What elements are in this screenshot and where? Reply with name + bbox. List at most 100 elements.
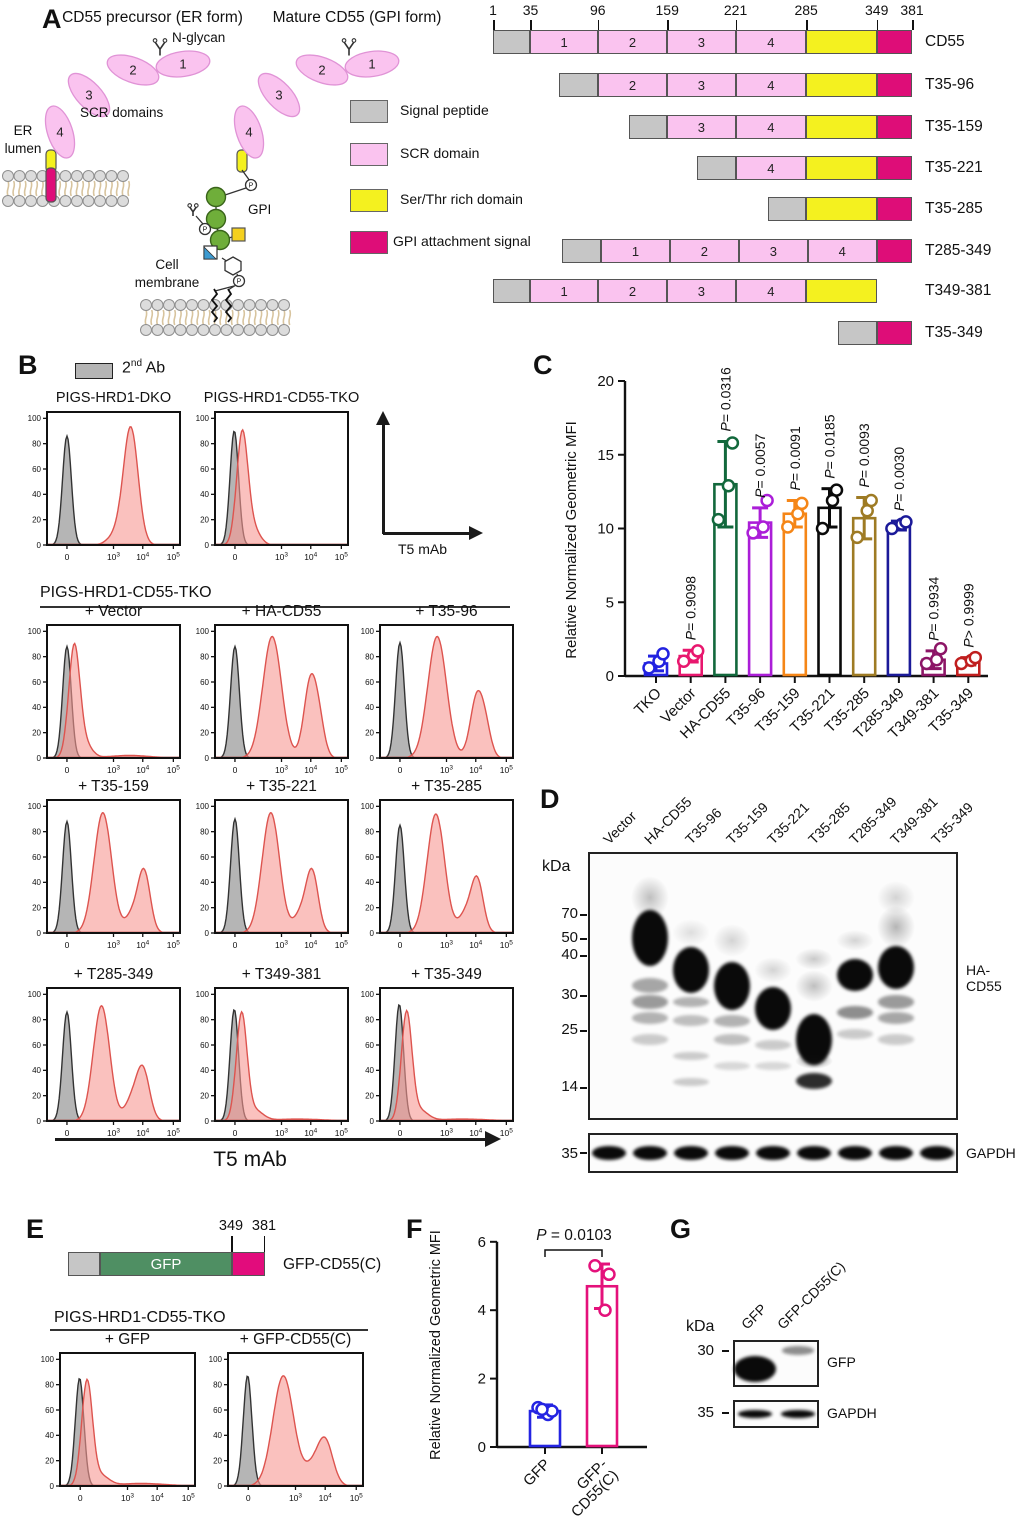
- blot-band: [714, 1146, 749, 1160]
- y-tick-label: 40: [45, 1431, 54, 1440]
- gray-control-curve: [60, 1377, 195, 1486]
- second-ab-label: 2nd Ab: [122, 358, 165, 377]
- y-tick-label: 100: [361, 802, 375, 811]
- y-axis-tick-label: 5: [606, 594, 614, 611]
- blot-band: [755, 1039, 791, 1051]
- construct-segment-scr: 4: [735, 156, 807, 180]
- x-tick-label: 105: [335, 765, 348, 776]
- gfp-construct-signal-peptide: [68, 1252, 100, 1276]
- blot-band: [672, 947, 709, 993]
- lipid-head-icon: [232, 299, 244, 311]
- blot-band: [631, 978, 668, 994]
- scr-number: 2: [318, 63, 325, 78]
- blot-band: [879, 1146, 914, 1160]
- x-tick-label: 103: [107, 765, 120, 776]
- y-tick-label: 40: [32, 878, 41, 887]
- construct-name: T35-221: [925, 159, 983, 176]
- y-axis-tick-label: 2: [478, 1371, 486, 1388]
- blot-band: [713, 1014, 750, 1027]
- cell-membrane-line1: Cell: [155, 257, 179, 272]
- blot-band: [632, 1146, 667, 1160]
- y-tick-label: 40: [32, 1066, 41, 1075]
- y-tick-label: 60: [45, 1406, 54, 1415]
- data-point: [756, 520, 770, 534]
- lipid-head-icon: [163, 299, 175, 311]
- y-axis-tick-label: 4: [478, 1302, 486, 1319]
- x-tick-label: 105: [167, 552, 180, 563]
- construct-segment-sp: [493, 30, 531, 54]
- x-tick-label: 104: [469, 940, 482, 951]
- y-tick-label: 80: [32, 827, 41, 836]
- blot-smear: [712, 924, 751, 957]
- construct-segment-scr: 4: [735, 115, 807, 139]
- blot-band: [920, 1146, 955, 1160]
- lipid-head-icon: [105, 170, 118, 182]
- y-tick-label: 100: [28, 627, 42, 636]
- y-tick-label: 0: [205, 541, 210, 550]
- lipid-tail-icon: [69, 180, 73, 197]
- construct-segment-st: [806, 115, 877, 139]
- lipid-head-icon: [105, 195, 118, 207]
- lipid-tail-icon: [230, 309, 234, 326]
- y-tick-label: 80: [200, 827, 209, 836]
- scale-number: 1: [489, 2, 497, 18]
- lipid-head-icon: [278, 324, 290, 336]
- lipid-head-icon: [174, 324, 187, 336]
- construct-segment-sp: [562, 239, 602, 263]
- lipid-head-icon: [82, 170, 95, 182]
- x-tick-label: 104: [469, 1128, 482, 1139]
- blot-band: [878, 1012, 915, 1025]
- y-tick-label: 40: [32, 490, 41, 499]
- x-tick-label: 104: [304, 552, 317, 563]
- lipid-tail-icon: [259, 309, 263, 326]
- y-tick-label: 60: [32, 465, 41, 474]
- flow-histogram-t35_159: 0 20 40 60 80 100 0 103 104 105: [28, 799, 181, 950]
- scr-domain-icon: [233, 105, 265, 159]
- x-axis-arrowhead-icon: [469, 526, 483, 540]
- gray-control-curve: [380, 1003, 513, 1121]
- x-tick-label: 103: [440, 1128, 453, 1139]
- lipid-head-icon: [266, 324, 279, 336]
- lipid-head-icon: [71, 195, 83, 207]
- data-point: [933, 641, 948, 656]
- lipid-tail-icon: [144, 309, 148, 326]
- comparison-bracket: [544, 1249, 603, 1257]
- construct-segment-gpi: [876, 115, 912, 139]
- y-tick-label: 60: [32, 1041, 41, 1050]
- er-lumen-line2: lumen: [4, 141, 42, 157]
- lipid-tail-icon: [201, 309, 206, 326]
- lipid-tail-icon: [98, 180, 102, 197]
- legend-swatch-signal-peptide: [350, 100, 388, 123]
- x-tick-label: 105: [167, 1128, 180, 1139]
- panel-d-label: D: [540, 784, 560, 814]
- lipid-head-icon: [94, 170, 106, 182]
- y-tick-label: 20: [365, 903, 374, 912]
- lipid-head-icon: [140, 299, 152, 311]
- lipid-tail-icon: [167, 309, 171, 326]
- histogram-title: + GFP-CD55(C): [239, 1331, 352, 1348]
- data-point: [690, 644, 705, 658]
- y-tick-label: 100: [361, 990, 375, 999]
- p-value-label: P= 0.0316: [717, 367, 733, 431]
- lipid-tail-icon: [150, 309, 154, 326]
- scale-number: 96: [589, 2, 606, 18]
- x-tick-label: 105: [350, 1493, 363, 1504]
- histogram-title: + HA-CD55: [241, 603, 322, 620]
- blot-band: [755, 1062, 791, 1071]
- blot-band: [837, 959, 874, 992]
- lipid-tail-icon: [247, 309, 252, 326]
- gray-control-curve: [215, 430, 348, 545]
- flow-histogram-t285_349: 0 20 40 60 80 100 0 103 104 105: [28, 987, 181, 1139]
- x-tick-label: 103: [289, 1493, 302, 1504]
- panel-d-lane-label: T35-285: [805, 799, 854, 848]
- y-tick-label: 20: [32, 515, 41, 524]
- histogram-title: PIGS-HRD1-DKO: [55, 390, 172, 406]
- y-tick-label: 40: [200, 878, 209, 887]
- blot-band: [713, 961, 750, 1011]
- lipid-head-icon: [59, 195, 72, 207]
- data-point: [711, 512, 726, 527]
- flow-histogram-t35_221: 0 20 40 60 80 100 0 103 104 105: [196, 799, 349, 950]
- y-tick-label: 60: [365, 678, 374, 687]
- p-value-label: P= 0.0057: [752, 433, 768, 497]
- scale-tick: [876, 20, 879, 30]
